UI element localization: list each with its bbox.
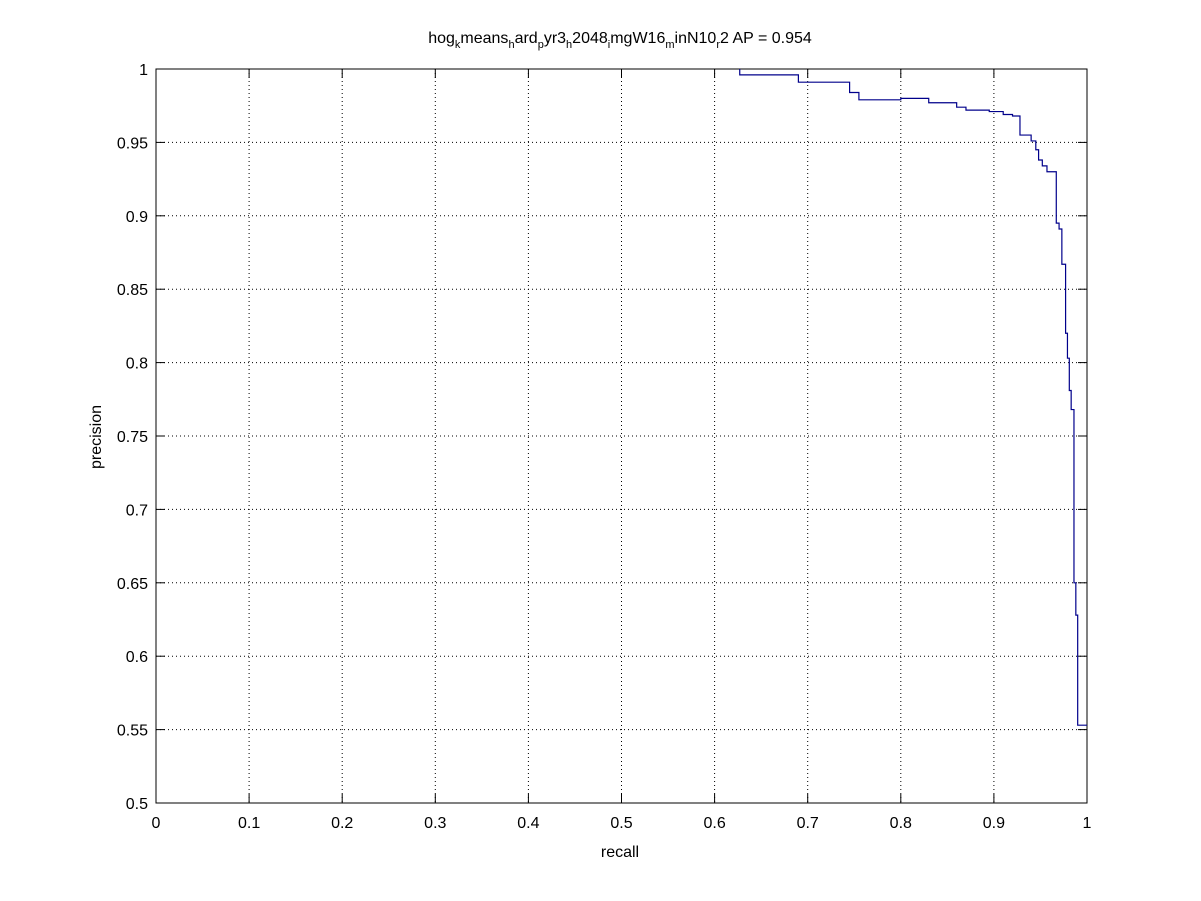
x-tick-label: 0.1 — [238, 815, 260, 832]
grid-lines — [156, 69, 1087, 803]
axis-ticks — [156, 69, 1087, 803]
precision-recall-curve — [740, 69, 1087, 725]
x-tick-label: 0.6 — [703, 815, 725, 832]
y-tick-label: 0.55 — [117, 723, 148, 740]
y-tick-label: 0.8 — [126, 356, 148, 373]
plot-frame — [156, 69, 1087, 803]
x-axis-label: recall — [601, 844, 639, 861]
x-tick-label: 0.2 — [331, 815, 353, 832]
y-axis-label: precision — [88, 405, 105, 469]
y-tick-label: 0.5 — [126, 796, 148, 813]
y-tick-label: 0.6 — [126, 649, 148, 666]
x-tick-label: 0.8 — [890, 815, 912, 832]
y-tick-label: 0.9 — [126, 209, 148, 226]
chart-title: hogkmeanshardpyr3h2048imgW16minN10r2 AP … — [428, 30, 812, 51]
x-tick-label: 0.3 — [424, 815, 446, 832]
y-tick-label: 0.7 — [126, 502, 148, 519]
title-segment: hog — [428, 30, 455, 47]
x-tick-label: 1 — [1083, 815, 1092, 832]
x-tick-label: 0 — [152, 815, 161, 832]
y-tick-label: 0.95 — [117, 135, 148, 152]
title-segment: 2 AP = 0.954 — [720, 30, 812, 47]
x-tick-label: 0.4 — [517, 815, 539, 832]
y-tick-label: 1 — [139, 62, 148, 79]
x-tick-label: 0.5 — [610, 815, 632, 832]
title-segment: means — [460, 30, 508, 47]
title-segment: 2048 — [572, 30, 608, 47]
y-tick-labels: 0.5 0.55 0.6 0.65 0.7 0.75 0.8 0.85 0.9 0.95 1 — [117, 62, 148, 813]
y-tick-label: 0.65 — [117, 576, 148, 593]
title-segment: inN10 — [675, 30, 717, 47]
title-segment: ard — [515, 30, 538, 47]
x-tick-label: 0.9 — [983, 815, 1005, 832]
y-tick-label: 0.85 — [117, 282, 148, 299]
title-segment: mgW16 — [610, 30, 665, 47]
x-tick-labels: 0 0.1 0.2 0.3 0.4 0.5 0.6 0.7 0.8 0.9 1 — [152, 815, 1092, 832]
y-tick-label: 0.75 — [117, 429, 148, 446]
title-subscript: m — [665, 39, 674, 51]
x-tick-label: 0.7 — [797, 815, 819, 832]
title-segment: yr3 — [544, 30, 566, 47]
